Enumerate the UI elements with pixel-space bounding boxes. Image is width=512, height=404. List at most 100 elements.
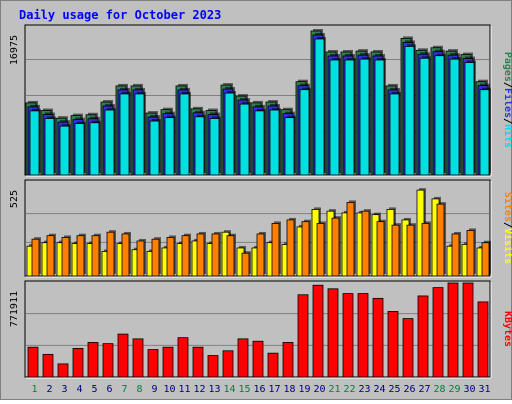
sites-bar (421, 223, 430, 277)
day-tick-label: 4 (76, 384, 82, 395)
hits-bar (434, 55, 445, 176)
kbytes-bar (207, 355, 219, 378)
hits-bar (209, 118, 220, 176)
visits-panel-ymax-label: 525 (9, 190, 20, 208)
visits-panel-legend-entry: Visits (502, 228, 512, 264)
kbytes-bar (417, 295, 429, 378)
day-tick-label: 27 (418, 384, 430, 395)
hits-bar (44, 118, 55, 176)
day-tick-label: 6 (106, 384, 112, 395)
kbytes-bar (282, 342, 294, 378)
visits-panel-legend: Sites/Visits (502, 192, 512, 264)
hits-bar (89, 122, 100, 176)
sites-bar (271, 223, 280, 277)
hits-bar (254, 110, 265, 176)
sites-bar (121, 233, 130, 277)
hits-bar (149, 120, 160, 176)
sites-bar (166, 237, 175, 277)
hits-bar (464, 62, 475, 176)
kbytes-bar (477, 301, 489, 378)
hits-bar (359, 58, 370, 176)
hits-bar (269, 109, 280, 176)
kbytes-bar (222, 350, 234, 378)
sites-bar (91, 235, 100, 277)
hits-bar (224, 92, 235, 176)
hits-bar (104, 109, 115, 176)
sites-bar (136, 240, 145, 277)
day-tick-label: 16 (253, 384, 265, 395)
visits-panel-legend-entry: Sites (502, 192, 512, 222)
sites-bar (61, 237, 70, 277)
day-tick-label: 8 (136, 384, 142, 395)
kbytes-bar (117, 333, 129, 378)
sites-bar (361, 210, 370, 277)
kbytes-panel-ymax-label: 771911 (9, 291, 20, 327)
kbytes-bar (27, 346, 39, 378)
day-tick-label: 17 (268, 384, 280, 395)
kbytes-panel-legend: KBytes (502, 311, 512, 347)
sites-bar (376, 221, 385, 277)
kbytes-panel-legend-entry: KBytes (502, 311, 512, 347)
hits-panel-legend-separator: / (502, 82, 512, 88)
sites-bar (46, 235, 55, 277)
kbytes-bar (312, 284, 324, 378)
sites-bar (286, 219, 295, 277)
hits-panel-legend-entry: Files (502, 88, 512, 118)
hits-bar (374, 59, 385, 176)
sites-bar (256, 233, 265, 277)
kbytes-bar (357, 293, 369, 378)
sites-bar (436, 203, 445, 277)
kbytes-bar (57, 363, 69, 378)
hits-bar (239, 103, 250, 176)
hits-bar (29, 110, 40, 176)
day-tick-label: 25 (388, 384, 400, 395)
day-tick-label: 26 (403, 384, 415, 395)
hits-bar (449, 58, 460, 176)
sites-bar (301, 221, 310, 277)
kbytes-bar (462, 282, 474, 378)
chart-title: Daily usage for October 2023 (19, 8, 221, 22)
day-tick-label: 31 (478, 384, 490, 395)
day-tick-label: 14 (223, 384, 235, 395)
day-tick-label: 29 (448, 384, 460, 395)
kbytes-bar (267, 352, 279, 378)
hits-bar (284, 117, 295, 176)
day-tick-label: 12 (193, 384, 205, 395)
kbytes-bar (162, 346, 174, 378)
hits-panel-ymax-label: 16975 (9, 35, 20, 65)
day-tick-label: 24 (373, 384, 385, 395)
kbytes-bar (297, 294, 309, 378)
day-tick-label: 20 (313, 384, 325, 395)
kbytes-bar (87, 342, 99, 378)
day-tick-label: 23 (358, 384, 370, 395)
hits-bar (389, 93, 400, 176)
day-tick-label: 11 (178, 384, 190, 395)
sites-bar (211, 233, 220, 277)
kbytes-bar (102, 343, 114, 378)
day-tick-label: 15 (238, 384, 250, 395)
kbytes-bar (147, 349, 159, 378)
kbytes-bar (342, 293, 354, 378)
sites-bar (31, 238, 40, 277)
kbytes-bar (402, 318, 414, 378)
hits-panel-legend-separator: / (502, 118, 512, 124)
day-tick-label: 21 (328, 384, 340, 395)
sites-bar (106, 231, 115, 277)
day-tick-label: 30 (463, 384, 475, 395)
sites-bar (346, 201, 355, 277)
kbytes-bar (372, 297, 384, 378)
day-tick-label: 3 (61, 384, 67, 395)
kbytes-bar (327, 288, 339, 378)
day-tick-label: 13 (208, 384, 220, 395)
hits-bar (194, 116, 205, 176)
hits-bar (59, 125, 70, 176)
hits-bar (179, 93, 190, 176)
hits-bar (74, 123, 85, 176)
day-tick-label: 22 (343, 384, 355, 395)
hits-bar (164, 117, 175, 176)
sites-bar (241, 252, 250, 277)
kbytes-bar (387, 311, 399, 378)
hits-bar (329, 59, 340, 176)
